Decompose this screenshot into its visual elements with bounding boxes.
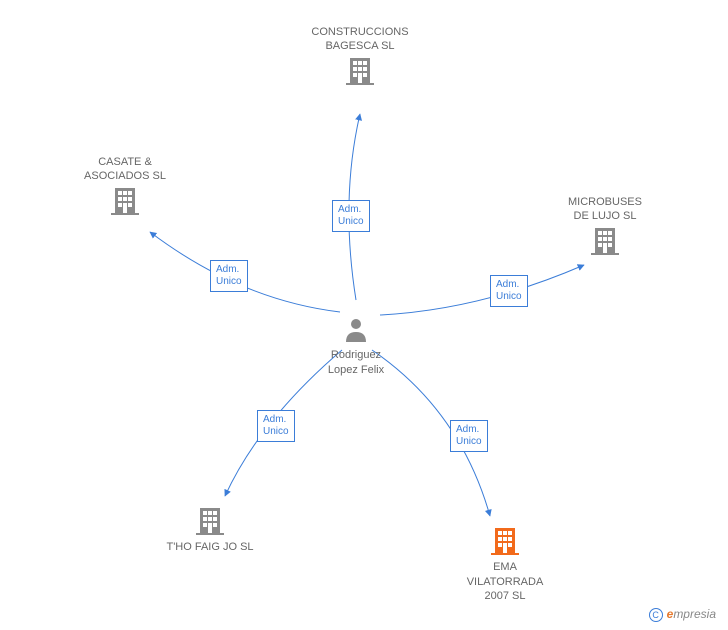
building-icon <box>589 224 621 260</box>
company-node[interactable]: MICROBUSESDE LUJO SL <box>550 195 660 260</box>
building-icon <box>194 504 226 540</box>
company-label: CASATE &ASOCIADOS SL <box>70 155 180 184</box>
company-label: CONSTRUCCIONSBAGESCA SL <box>305 25 415 54</box>
footer-copyright: Cempresia <box>649 607 716 622</box>
edge-label: Adm. Unico <box>257 410 295 442</box>
edge-label: Adm. Unico <box>332 200 370 232</box>
copyright-icon: C <box>649 608 663 622</box>
company-node[interactable]: CASATE &ASOCIADOS SL <box>70 155 180 220</box>
company-node[interactable]: T'HO FAIG JO SL <box>155 504 265 555</box>
edge-label: Adm. Unico <box>490 275 528 307</box>
edge-label: Adm. Unico <box>450 420 488 452</box>
company-node[interactable]: EMAVILATORRADA2007 SL <box>450 524 560 603</box>
building-icon <box>489 524 521 560</box>
building-icon <box>344 54 376 90</box>
person-icon <box>342 316 370 348</box>
person-node[interactable]: RodriguezLopez Felix <box>306 316 406 377</box>
company-node[interactable]: CONSTRUCCIONSBAGESCA SL <box>305 25 415 90</box>
brand-rest: mpresia <box>673 607 716 621</box>
building-icon <box>109 184 141 220</box>
edge-label: Adm. Unico <box>210 260 248 292</box>
company-label: T'HO FAIG JO SL <box>155 540 265 554</box>
person-label: RodriguezLopez Felix <box>306 348 406 377</box>
company-label: EMAVILATORRADA2007 SL <box>450 560 560 603</box>
company-label: MICROBUSESDE LUJO SL <box>550 195 660 224</box>
